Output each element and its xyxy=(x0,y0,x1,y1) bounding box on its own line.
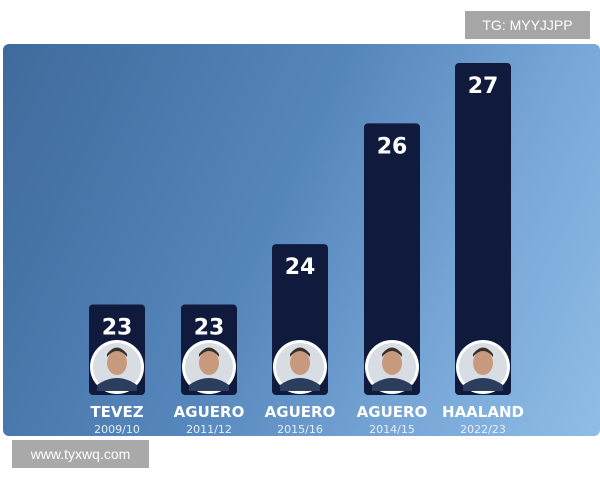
value-label-1: 23 xyxy=(194,315,225,340)
season-label-0: 2009/10 xyxy=(94,423,140,436)
value-label-3: 26 xyxy=(377,134,408,159)
value-label-0: 23 xyxy=(102,315,133,340)
player-name-4: HAALAND xyxy=(442,403,524,421)
value-label-2: 24 xyxy=(285,255,316,280)
bar-3 xyxy=(364,123,420,395)
player-photo-icon xyxy=(90,340,144,394)
player-name-3: AGUERO xyxy=(357,403,428,421)
player-photo-icon xyxy=(365,340,419,394)
site-watermark: www.tyxwq.com xyxy=(12,440,149,468)
player-name-2: AGUERO xyxy=(265,403,336,421)
player-photo-icon xyxy=(456,340,510,394)
player-photo-icon xyxy=(273,340,327,394)
season-label-3: 2014/15 xyxy=(369,423,415,436)
season-label-2: 2015/16 xyxy=(277,423,323,436)
player-name-1: AGUERO xyxy=(174,403,245,421)
season-label-4: 2022/23 xyxy=(460,423,506,436)
player-photo-icon xyxy=(182,340,236,394)
player-name-0: TEVEZ xyxy=(90,403,143,421)
bar-4 xyxy=(455,63,511,395)
value-label-4: 27 xyxy=(468,74,499,99)
telegram-watermark: TG: MYYJJPP xyxy=(465,11,590,39)
season-label-1: 2011/12 xyxy=(186,423,232,436)
